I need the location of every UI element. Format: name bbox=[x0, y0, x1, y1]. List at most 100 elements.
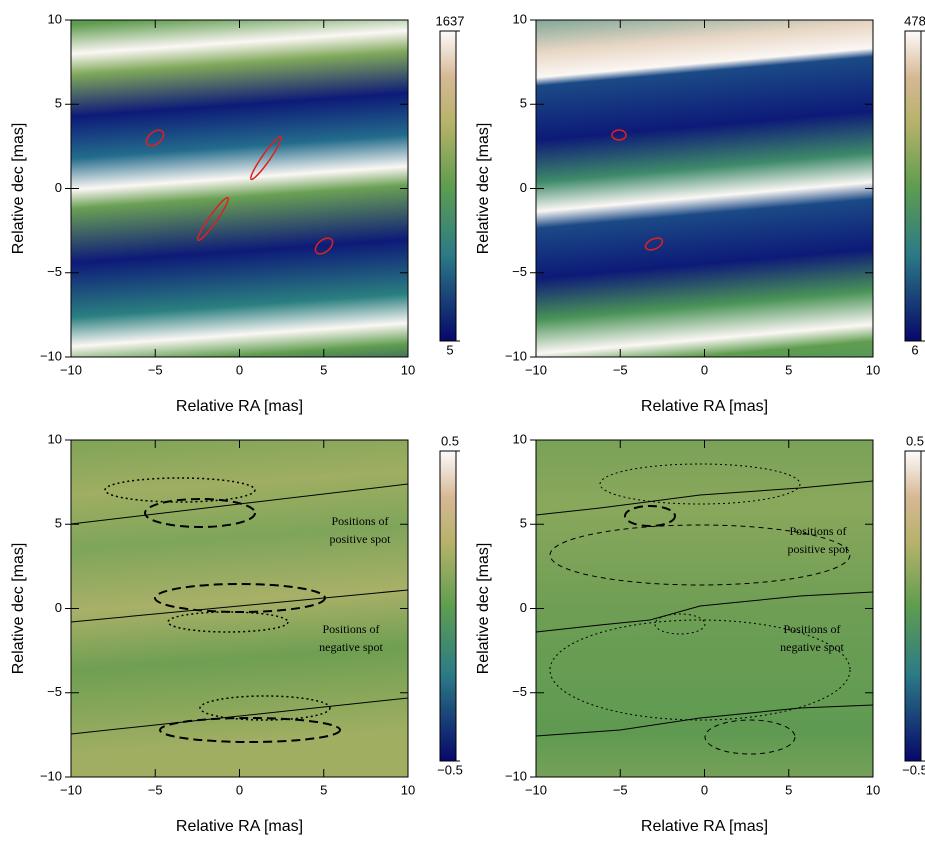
heatmap bbox=[536, 20, 873, 357]
y-tick-label: 5 bbox=[55, 516, 62, 531]
y-tick-label: −10 bbox=[505, 348, 527, 363]
colorbar-tick-label: 6 bbox=[911, 342, 918, 357]
colorbar-tick-label: 0.5 bbox=[441, 433, 459, 448]
x-tick-label: −5 bbox=[613, 782, 628, 797]
y-tick-label: −10 bbox=[40, 768, 62, 783]
y-tick-label: 10 bbox=[48, 11, 62, 26]
x-axis-label: Relative RA [mas] bbox=[641, 398, 768, 415]
annotation: Positions of bbox=[322, 622, 379, 636]
x-tick-label: 10 bbox=[866, 782, 880, 797]
contour bbox=[314, 237, 334, 255]
x-tick-label: 0 bbox=[701, 362, 708, 377]
y-tick-label: 10 bbox=[513, 11, 527, 26]
x-tick-label: 5 bbox=[320, 362, 327, 377]
x-tick-label: 10 bbox=[401, 782, 415, 797]
x-tick-label: 0 bbox=[236, 782, 243, 797]
annotation: positive spot bbox=[787, 542, 849, 556]
x-tick-label: −5 bbox=[148, 362, 163, 377]
colorbar bbox=[904, 30, 922, 342]
contour bbox=[599, 463, 801, 505]
contour bbox=[611, 129, 627, 141]
y-tick-label: −5 bbox=[512, 684, 527, 699]
contour bbox=[167, 611, 289, 633]
y-tick-label: 0 bbox=[55, 600, 62, 615]
y-axis-label: Relative dec [mas] bbox=[10, 543, 27, 675]
y-tick-label: −10 bbox=[40, 348, 62, 363]
y-tick-label: 5 bbox=[55, 96, 62, 111]
x-tick-label: 0 bbox=[236, 362, 243, 377]
x-tick-label: 10 bbox=[866, 362, 880, 377]
panel: −10 −5 0 5 10 −10 −5 0 5 10 Relative RA [mas] Relat… bbox=[475, 431, 925, 835]
y-tick-label: −10 bbox=[505, 768, 527, 783]
x-tick-label: −10 bbox=[525, 362, 547, 377]
heatmap bbox=[71, 440, 408, 777]
y-tick-label: −5 bbox=[47, 684, 62, 699]
x-tick-label: −5 bbox=[613, 362, 628, 377]
contour bbox=[536, 591, 873, 633]
annotation: positive spot bbox=[329, 532, 391, 546]
y-axis-label: Relative dec [mas] bbox=[475, 543, 492, 675]
x-tick-label: 10 bbox=[401, 362, 415, 377]
y-tick-label: −5 bbox=[47, 264, 62, 279]
annotation: Positions of bbox=[789, 524, 846, 538]
x-tick-label: −10 bbox=[525, 782, 547, 797]
x-tick-label: 5 bbox=[785, 362, 792, 377]
y-tick-label: 5 bbox=[520, 96, 527, 111]
contour bbox=[654, 613, 706, 635]
y-tick-label: −5 bbox=[512, 264, 527, 279]
contour bbox=[624, 505, 676, 527]
colorbar-tick-label: 0.5 bbox=[906, 433, 924, 448]
colorbar bbox=[904, 450, 922, 762]
annotation: negative spot bbox=[780, 640, 844, 654]
contour bbox=[145, 129, 165, 147]
colorbar bbox=[439, 450, 457, 762]
y-axis-label: Relative dec [mas] bbox=[10, 123, 27, 255]
contour bbox=[144, 498, 256, 528]
x-tick-label: −10 bbox=[60, 782, 82, 797]
y-tick-label: 10 bbox=[48, 431, 62, 446]
contour bbox=[549, 619, 851, 721]
colorbar-tick-label: 1637 bbox=[436, 13, 465, 28]
contour bbox=[71, 589, 408, 623]
colorbar-tick-label: 478 bbox=[904, 13, 925, 28]
annotation: negative spot bbox=[319, 640, 383, 654]
contour bbox=[104, 477, 256, 503]
x-tick-label: −5 bbox=[148, 782, 163, 797]
contour bbox=[549, 524, 851, 586]
annotation: Positions of bbox=[331, 514, 388, 528]
x-axis-label: Relative RA [mas] bbox=[641, 818, 768, 835]
colorbar-tick-label: −0.5 bbox=[902, 762, 925, 777]
contour bbox=[704, 719, 796, 755]
colorbar-tick-label: −0.5 bbox=[437, 762, 463, 777]
panel: −10 −5 0 5 10 −10 −5 0 5 10 Relative RA [mas] Relat… bbox=[475, 11, 925, 415]
contour bbox=[71, 697, 408, 735]
y-tick-label: 10 bbox=[513, 431, 527, 446]
x-axis-label: Relative RA [mas] bbox=[176, 818, 303, 835]
y-tick-label: 0 bbox=[520, 600, 527, 615]
contour bbox=[199, 695, 331, 721]
y-tick-label: 0 bbox=[55, 180, 62, 195]
colorbar-tick-label: 5 bbox=[446, 342, 453, 357]
x-tick-label: −10 bbox=[60, 362, 82, 377]
annotation: Positions of bbox=[783, 622, 840, 636]
panel: −10 −5 0 5 10 −10 −5 0 5 10 Relative RA [mas] Relat… bbox=[10, 11, 465, 415]
heatmap bbox=[536, 440, 873, 777]
contour bbox=[644, 237, 664, 251]
contour bbox=[249, 135, 283, 181]
x-axis-label: Relative RA [mas] bbox=[176, 398, 303, 415]
y-tick-label: 5 bbox=[520, 516, 527, 531]
heatmap bbox=[71, 20, 408, 357]
colorbar bbox=[439, 30, 457, 342]
contour bbox=[159, 717, 341, 743]
panel: −10 −5 0 5 10 −10 −5 0 5 10 Relative RA [mas] Relat… bbox=[10, 431, 463, 835]
contour bbox=[196, 196, 230, 242]
contour bbox=[536, 480, 873, 516]
x-tick-label: 5 bbox=[320, 782, 327, 797]
contour bbox=[154, 583, 326, 613]
contour bbox=[536, 704, 873, 737]
x-tick-label: 0 bbox=[701, 782, 708, 797]
y-axis-label: Relative dec [mas] bbox=[475, 123, 492, 255]
x-tick-label: 5 bbox=[785, 782, 792, 797]
y-tick-label: 0 bbox=[520, 180, 527, 195]
